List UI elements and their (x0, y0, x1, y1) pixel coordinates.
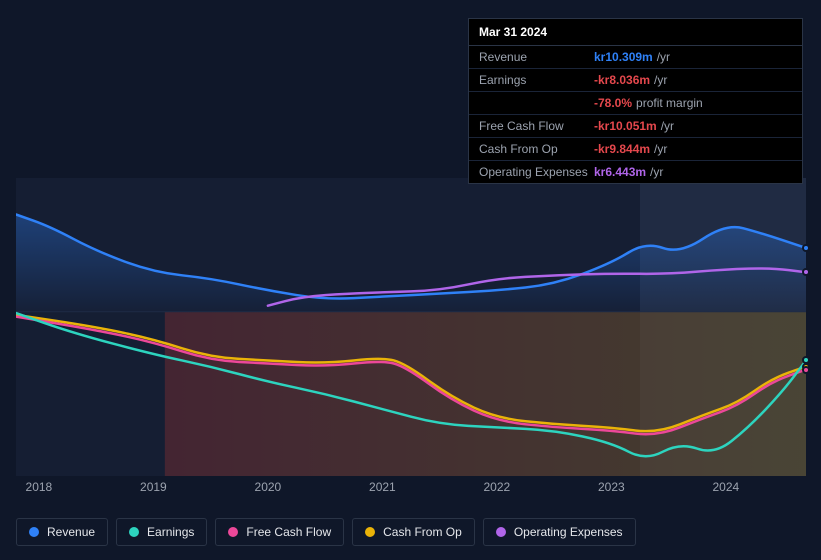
legend-dot-icon (496, 527, 506, 537)
tooltip-row-value: -kr10.051m (594, 119, 657, 133)
legend-item-earnings[interactable]: Earnings (116, 518, 207, 546)
legend-label: Operating Expenses (514, 525, 623, 539)
legend-label: Earnings (147, 525, 194, 539)
plot-area[interactable] (16, 178, 806, 476)
tooltip-row-unit: /yr (650, 165, 663, 179)
legend-dot-icon (29, 527, 39, 537)
tooltip-row-label: Cash From Op (479, 142, 594, 156)
tooltip-row: Operating Expenseskr6.443m/yr (469, 161, 802, 183)
tooltip-row: Earnings-kr8.036m/yr (469, 69, 802, 92)
end-marker (802, 356, 810, 364)
x-axis-label: 2024 (712, 480, 739, 494)
legend-label: Free Cash Flow (246, 525, 331, 539)
legend-label: Revenue (47, 525, 95, 539)
tooltip-row-unit: /yr (657, 50, 670, 64)
x-axis-label: 2023 (598, 480, 625, 494)
legend-item-free-cash-flow[interactable]: Free Cash Flow (215, 518, 344, 546)
x-axis: 2018 2019 2020 2021 2022 2023 2024 (16, 480, 806, 500)
tooltip-row-unit: /yr (654, 142, 667, 156)
tooltip-row: -78.0% profit margin (469, 92, 802, 115)
tooltip-row-value: -kr9.844m (594, 142, 650, 156)
tooltip-row-value: -kr8.036m (594, 73, 650, 87)
chart-svg (16, 178, 806, 476)
end-marker (802, 244, 810, 252)
end-marker (802, 268, 810, 276)
tooltip-row: Free Cash Flow-kr10.051m/yr (469, 115, 802, 138)
legend-dot-icon (129, 527, 139, 537)
legend-label: Cash From Op (383, 525, 462, 539)
tooltip-row-label: Revenue (479, 50, 594, 64)
chart-tooltip: Mar 31 2024 Revenuekr10.309m/yrEarnings-… (468, 18, 803, 184)
tooltip-row: Cash From Op-kr9.844m/yr (469, 138, 802, 161)
tooltip-row-label: Earnings (479, 73, 594, 87)
legend-item-cash-from-op[interactable]: Cash From Op (352, 518, 475, 546)
x-axis-label: 2018 (26, 480, 53, 494)
tooltip-row-value: kr10.309m (594, 50, 653, 64)
legend-item-revenue[interactable]: Revenue (16, 518, 108, 546)
tooltip-row-unit: /yr (654, 73, 667, 87)
legend-item-operating-expenses[interactable]: Operating Expenses (483, 518, 636, 546)
legend-dot-icon (228, 527, 238, 537)
end-marker (802, 366, 810, 374)
tooltip-row: Revenuekr10.309m/yr (469, 46, 802, 69)
tooltip-row-label: Free Cash Flow (479, 119, 594, 133)
tooltip-row-value: kr6.443m (594, 165, 646, 179)
financials-chart[interactable]: kr20mkr0-kr25m (16, 158, 806, 478)
x-axis-label: 2022 (484, 480, 511, 494)
tooltip-row-label: Operating Expenses (479, 165, 594, 179)
legend-dot-icon (365, 527, 375, 537)
tooltip-row-unit: /yr (661, 119, 674, 133)
x-axis-label: 2019 (140, 480, 167, 494)
tooltip-row-unit: profit margin (636, 96, 703, 110)
x-axis-label: 2021 (369, 480, 396, 494)
x-axis-label: 2020 (255, 480, 282, 494)
tooltip-date: Mar 31 2024 (469, 19, 802, 46)
tooltip-row-value: -78.0% (594, 96, 632, 110)
chart-legend: Revenue Earnings Free Cash Flow Cash From O… (16, 518, 636, 546)
